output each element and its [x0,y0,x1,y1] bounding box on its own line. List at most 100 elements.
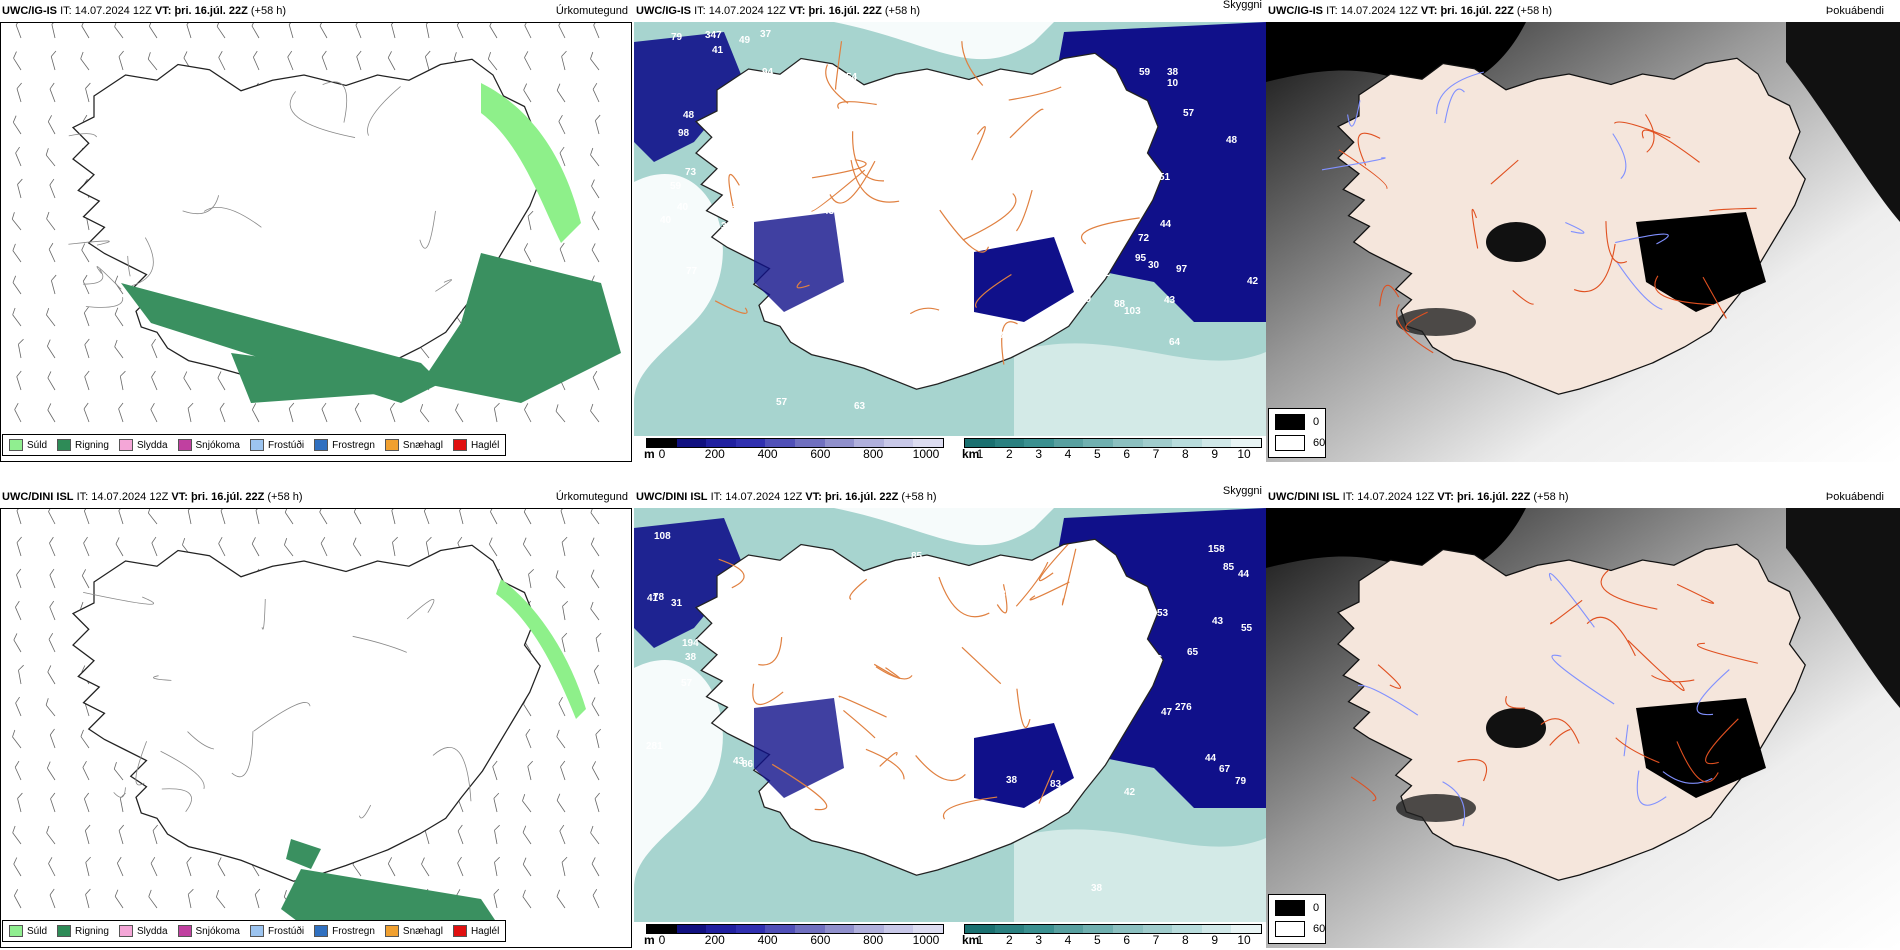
precip-type-panel-dini: UWC/DINI ISL IT: 14.07.2024 12Z VT: þri.… [0,486,632,948]
wind-barb [83,536,90,557]
fog-legend-swatch [1275,414,1305,430]
visibility-value-label: 41 [647,593,659,604]
wind-barb [590,537,600,557]
wind-barb [493,402,500,423]
road-line [1357,132,1381,166]
map-area[interactable]: 116 78 46 55 57 52 79 108 54 65 43 67 53 42 83 44 41 45 43… [634,508,1266,922]
legend-item: Haglél [452,439,500,451]
wind-barb [593,23,600,39]
wind-barb [49,178,56,199]
road-line [1008,86,1062,101]
visibility-scales: m 0 200 400 600 800 1000 km 1 2 3 4 5 6 7 8 9 10 [634,436,1266,462]
wind-barb [47,371,56,391]
lead-time: (+58 h) [901,491,937,503]
visibility-value-label: 59 [1139,67,1151,78]
drizzle-area [481,83,581,243]
road-line [1605,221,1628,264]
wind-barb [391,23,397,39]
wind-barb [524,403,532,423]
fog-dense-area [1486,708,1546,748]
tick-label: 7 [1152,933,1160,947]
wind-barb [116,856,124,877]
wind-barb [559,146,566,167]
tick-label: 400 [757,933,778,947]
fog-dense-area [1396,794,1476,822]
visibility-value-label: 80 [1105,197,1117,208]
legend-label: Haglél [470,439,500,451]
wind-barb [560,760,566,781]
wind-barb [592,82,600,103]
visibility-value-label: 391 [864,768,881,779]
wind-barb [13,857,22,877]
road-line [1029,581,1070,601]
tick-label: 8 [1181,447,1189,461]
map-area[interactable] [0,508,632,948]
distance-scale-unit: km [962,933,980,947]
visibility-value-label: 42 [1247,276,1259,287]
wind-barb [591,857,600,877]
wind-barb [558,23,566,39]
model-name: UWC/DINI ISL [1268,491,1340,503]
map-area[interactable] [1266,22,1900,462]
wind-barb [114,23,124,39]
wind-barb [49,888,56,909]
wind-barb [352,537,362,557]
road-line [758,637,783,666]
road-line [253,702,311,732]
road-line [825,64,849,104]
visibility-value-label: 72 [1138,233,1150,244]
road-line [961,41,984,86]
wind-barb [255,509,262,525]
visibility-value-label: 347 [705,30,722,41]
visibility-value-label: 73 [685,167,697,178]
wind-barb [288,402,295,423]
map-area[interactable] [1266,508,1900,948]
coastline [71,544,541,882]
wind-barb [559,824,566,845]
wind-barb [216,23,226,39]
visibility-panel-ig: UWC/IG-IS IT: 14.07.2024 12Z VT: þri. 16… [634,0,1266,462]
wind-barb [16,536,22,557]
wind-barb [591,211,600,231]
road-line [1697,642,1758,664]
legend-label: Snjókoma [195,925,240,937]
clear-area [634,660,723,888]
map-area[interactable] [0,22,632,462]
road-line [432,746,472,802]
clear-area [634,174,723,402]
river-line [1662,771,1713,784]
river-line [1615,260,1663,310]
visibility-value-label: 83 [1050,779,1062,790]
wind-barb [50,274,57,295]
rain-area [286,839,321,869]
wind-barb [523,243,532,263]
it-label: IT: [1342,491,1355,503]
map-area[interactable]: 103 119 257 95 84 84 80 94 44 101 98 88 51 40 54 57 46 63… [634,22,1266,436]
visibility-value-label: 37 [998,330,1010,341]
visibility-value-label: 40 [677,202,689,213]
wind-barb [151,536,158,557]
model-name: UWC/DINI ISL [2,491,74,503]
visibility-value-label: 32 [858,327,870,338]
distance-scale-unit: km [962,447,980,461]
road-line [1586,616,1636,657]
wind-barb [151,338,158,359]
wind-barb [488,537,498,557]
road-line [203,206,262,228]
wind-barb [356,50,362,71]
visibility-value-label: 31 [671,598,683,609]
road-line [1614,121,1671,139]
visibility-value-label: 186 [1068,640,1085,651]
panel-title: Skyggni [1222,486,1262,497]
tick-label: 1000 [912,447,940,461]
visibility-value-label: 52 [1099,268,1111,279]
river-line [1623,724,1629,757]
panel-header: UWC/IG-IS IT: 14.07.2024 12Z VT: þri. 16… [0,0,632,22]
road-line [796,280,810,289]
legend-swatch [177,439,192,451]
panel-title: Úrkomutegund [555,5,628,17]
fog-legend-row: 0 [1275,900,1319,916]
road-line [135,741,147,786]
wind-barb [561,632,568,653]
road-line [182,195,220,215]
